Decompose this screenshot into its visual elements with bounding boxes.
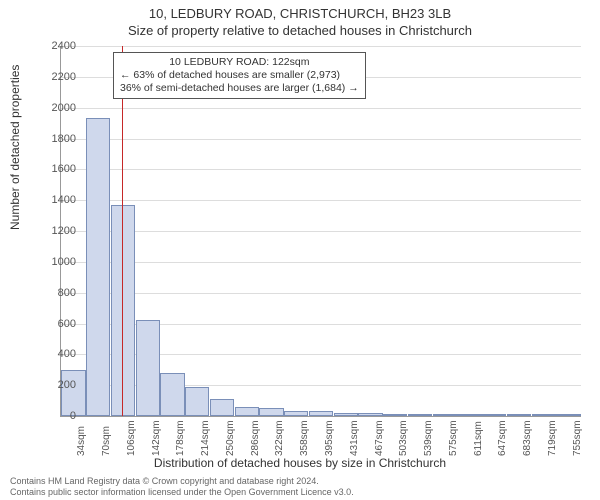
x-tick-label: 395sqm — [324, 420, 335, 456]
attribution-footer: Contains HM Land Registry data © Crown c… — [10, 476, 354, 498]
x-tick-label: 575sqm — [448, 420, 459, 456]
histogram-bar — [86, 118, 110, 416]
histogram-bar — [383, 414, 407, 416]
chart-container: 10, LEDBURY ROAD, CHRISTCHURCH, BH23 3LB… — [0, 0, 600, 500]
histogram-bar — [210, 399, 234, 416]
page-title: 10, LEDBURY ROAD, CHRISTCHURCH, BH23 3LB — [0, 0, 600, 21]
grid-line — [61, 139, 581, 140]
grid-line — [61, 231, 581, 232]
footer-line-1: Contains HM Land Registry data © Crown c… — [10, 476, 354, 487]
x-tick-label: 178sqm — [175, 420, 186, 456]
annotation-line-1: 10 LEDBURY ROAD: 122sqm — [120, 56, 359, 69]
grid-line — [61, 293, 581, 294]
chart-subtitle: Size of property relative to detached ho… — [0, 21, 600, 42]
y-tick-label: 2200 — [36, 71, 76, 83]
y-tick-label: 2000 — [36, 102, 76, 114]
histogram-bar — [185, 387, 209, 416]
grid-line — [61, 200, 581, 201]
plot-area: 10 LEDBURY ROAD: 122sqm ← 63% of detache… — [60, 46, 581, 417]
x-tick-label: 214sqm — [200, 420, 211, 456]
y-tick-label: 600 — [36, 318, 76, 330]
annotation-line-2: ← 63% of detached houses are smaller (2,… — [120, 69, 359, 82]
x-tick-label: 755sqm — [572, 420, 583, 456]
x-tick-label: 322sqm — [274, 420, 285, 456]
x-tick-label: 503sqm — [398, 420, 409, 456]
grid-line — [61, 169, 581, 170]
x-tick-label: 286sqm — [250, 420, 261, 456]
histogram-bar — [259, 408, 283, 416]
histogram-bar — [358, 413, 382, 416]
histogram-bar — [160, 373, 184, 416]
x-tick-label: 719sqm — [547, 420, 558, 456]
x-tick-label: 250sqm — [225, 420, 236, 456]
y-tick-label: 1800 — [36, 133, 76, 145]
x-tick-label: 34sqm — [76, 426, 87, 456]
histogram-bar — [111, 205, 135, 416]
grid-line — [61, 262, 581, 263]
histogram-bar — [136, 320, 160, 416]
x-axis-label: Distribution of detached houses by size … — [0, 456, 600, 470]
x-tick-label: 70sqm — [101, 426, 112, 456]
y-tick-label: 2400 — [36, 40, 76, 52]
y-tick-label: 800 — [36, 287, 76, 299]
y-tick-label: 200 — [36, 379, 76, 391]
property-marker-line — [122, 46, 123, 416]
histogram-bar — [309, 411, 333, 416]
histogram-bar — [334, 413, 358, 416]
histogram-bar — [532, 414, 556, 416]
y-tick-label: 0 — [36, 410, 76, 422]
x-tick-label: 683sqm — [522, 420, 533, 456]
histogram-bar — [408, 414, 432, 416]
x-tick-label: 539sqm — [423, 420, 434, 456]
histogram-bar — [433, 414, 457, 416]
y-tick-label: 1400 — [36, 194, 76, 206]
y-tick-label: 1600 — [36, 163, 76, 175]
histogram-bar — [507, 414, 531, 416]
grid-line — [61, 46, 581, 47]
y-tick-label: 400 — [36, 348, 76, 360]
histogram-bar — [482, 414, 506, 416]
annotation-box: 10 LEDBURY ROAD: 122sqm ← 63% of detache… — [113, 52, 366, 99]
x-tick-label: 431sqm — [349, 420, 360, 456]
x-tick-label: 142sqm — [151, 420, 162, 456]
x-tick-label: 106sqm — [126, 420, 137, 456]
histogram-bar — [284, 411, 308, 416]
histogram-bar — [457, 414, 481, 416]
x-tick-label: 467sqm — [374, 420, 385, 456]
x-tick-label: 647sqm — [497, 420, 508, 456]
histogram-bar — [235, 407, 259, 416]
histogram-bar — [556, 414, 580, 416]
footer-line-2: Contains public sector information licen… — [10, 487, 354, 498]
x-tick-label: 611sqm — [473, 421, 484, 456]
annotation-line-3: 36% of semi-detached houses are larger (… — [120, 82, 359, 95]
y-tick-label: 1200 — [36, 225, 76, 237]
grid-line — [61, 108, 581, 109]
y-tick-label: 1000 — [36, 256, 76, 268]
x-tick-label: 358sqm — [299, 420, 310, 456]
y-axis-label: Number of detached properties — [8, 65, 22, 230]
